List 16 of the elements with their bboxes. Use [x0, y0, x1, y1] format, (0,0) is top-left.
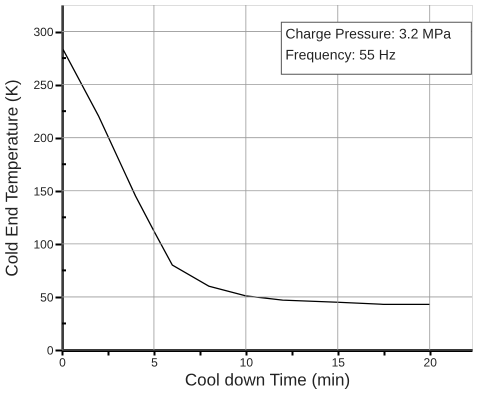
y-tick-label: 300: [33, 25, 54, 40]
x-tick-label: 10: [240, 356, 254, 370]
y-tick-label: 200: [33, 131, 54, 146]
x-axis-title: Cool down Time (min): [184, 370, 350, 390]
y-tick-label: 0: [46, 344, 54, 358]
y-tick-label: 150: [33, 184, 54, 198]
x-tick-label: 20: [424, 356, 438, 370]
y-tick-label: 250: [33, 78, 54, 92]
y-tick-label: 50: [40, 290, 54, 304]
y-axis-title: Cold End Temperature (K): [2, 79, 22, 277]
annotation: Charge Pressure: 3.2 MPa: [285, 25, 452, 42]
x-tick-label: 15: [332, 356, 346, 370]
x-tick-label: 5: [151, 356, 158, 370]
x-tick-label: 0: [59, 356, 66, 370]
annotation: Frequency: 55 Hz: [285, 46, 396, 62]
y-tick-label: 100: [33, 237, 54, 252]
